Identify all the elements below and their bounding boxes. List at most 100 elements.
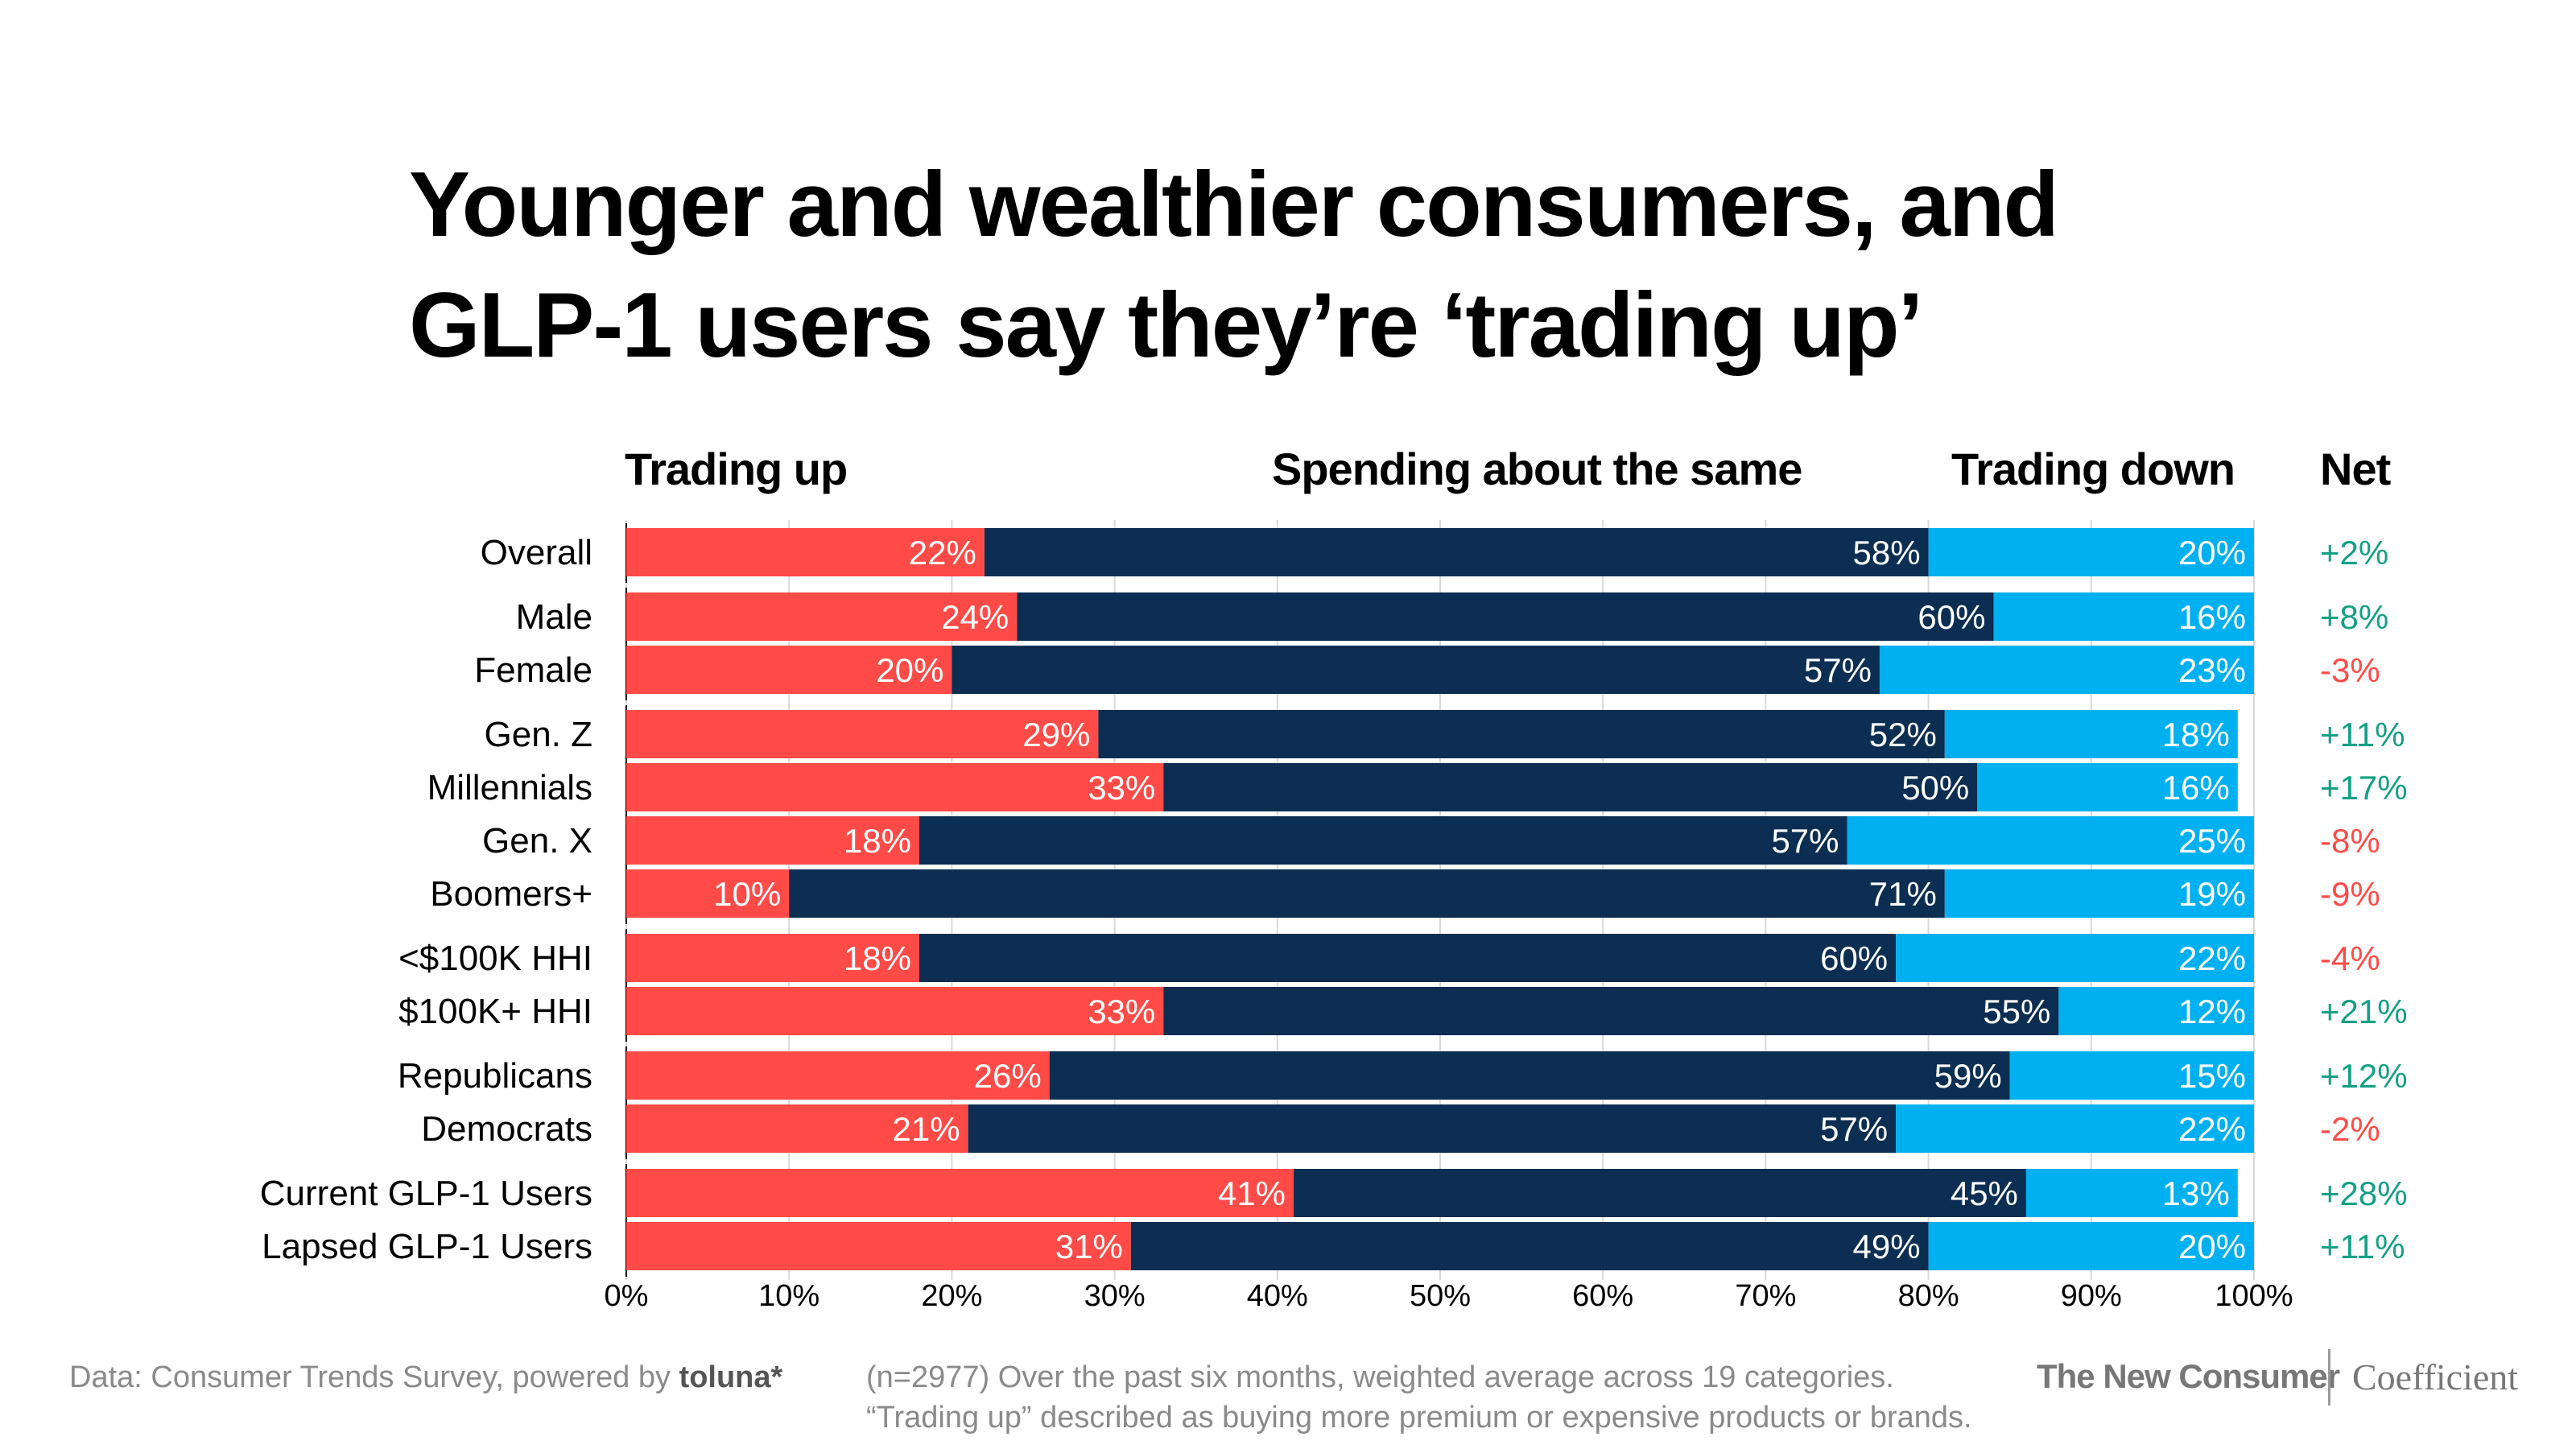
net-value: -9% <box>2320 875 2380 913</box>
bar-trading-up <box>626 763 1164 811</box>
bar-trading-down <box>2009 1051 2254 1100</box>
data-label: 33% <box>1088 993 1155 1030</box>
bar-spending-same <box>968 1104 1897 1153</box>
bar-trading-up <box>626 1169 1294 1217</box>
data-label: 29% <box>1022 716 1090 753</box>
data-label: 19% <box>2178 875 2246 913</box>
bar-trading-up <box>626 710 1099 758</box>
bar-trading-up <box>626 592 1018 641</box>
data-label: 57% <box>1804 651 1872 689</box>
category-label: Gen. Z <box>485 715 593 754</box>
data-label: 59% <box>1934 1057 2002 1095</box>
data-label: 20% <box>2178 534 2246 572</box>
net-value: -3% <box>2320 651 2380 689</box>
data-label: 26% <box>974 1057 1042 1095</box>
category-label: Current GLP-1 Users <box>260 1174 592 1213</box>
category-label: Democrats <box>421 1109 592 1149</box>
method-note-1: (n=2977) Over the past six months, weigh… <box>866 1360 1894 1394</box>
data-label: 16% <box>2178 598 2246 636</box>
data-label: 18% <box>2162 716 2230 753</box>
data-label: 20% <box>2178 1228 2246 1265</box>
bar-trading-up <box>626 816 919 865</box>
bar-trading-down <box>2058 987 2254 1035</box>
net-value: +11% <box>2320 716 2405 753</box>
category-label: Republicans <box>398 1056 592 1096</box>
net-value: +11% <box>2320 1228 2405 1265</box>
data-label: 23% <box>2178 651 2246 689</box>
bar-spending-same <box>1130 1222 1929 1270</box>
data-label: 52% <box>1869 716 1937 753</box>
bar-trading-up <box>626 1051 1050 1100</box>
chart-title: Younger and wealthier consumers, and GLP… <box>409 145 2059 386</box>
net-value: +17% <box>2320 769 2408 807</box>
x-tick-label: 20% <box>921 1279 982 1313</box>
x-tick-label: 10% <box>758 1279 819 1313</box>
bar-spending-same <box>1017 592 1994 641</box>
x-tick-label: 30% <box>1084 1279 1146 1313</box>
brand-divider <box>2328 1349 2330 1406</box>
toluna-logo: toluna* <box>679 1360 783 1394</box>
net-value: +28% <box>2320 1174 2408 1212</box>
bar-trading-up <box>626 1222 1131 1270</box>
bar-trading-down <box>1993 592 2254 641</box>
net-value: +2% <box>2320 534 2388 572</box>
data-label: 60% <box>1820 939 1888 977</box>
data-label: 57% <box>1820 1110 1888 1148</box>
bar-spending-same <box>984 528 1929 576</box>
data-label: 57% <box>1771 822 1839 860</box>
data-label: 22% <box>2178 1110 2246 1148</box>
data-label: 22% <box>909 534 976 572</box>
category-label: Gen. X <box>482 821 592 861</box>
bar-spending-same <box>1098 710 1945 758</box>
category-label: Millennials <box>427 768 592 807</box>
method-note-2: “Trading up” described as buying more pr… <box>866 1401 1972 1435</box>
bar-trading-down <box>1879 646 2254 694</box>
data-label: 10% <box>713 875 781 913</box>
data-label: 49% <box>1853 1228 1921 1265</box>
bar-trading-down <box>1928 528 2254 576</box>
data-label: 20% <box>876 651 943 689</box>
data-label: 50% <box>1901 769 1969 807</box>
brand-new-consumer: The New Consumer <box>2037 1357 2340 1395</box>
bar-trading-up <box>626 1104 968 1153</box>
net-value: +21% <box>2320 993 2408 1030</box>
category-label: <$100K HHI <box>398 939 592 978</box>
bar-spending-same <box>952 646 1880 694</box>
category-label: Overall <box>481 533 592 572</box>
data-label: 41% <box>1218 1174 1286 1212</box>
data-label: 33% <box>1088 769 1155 807</box>
bar-trading-up <box>626 646 952 694</box>
data-label: 18% <box>844 822 911 860</box>
header-spending-same: Spending about the same <box>1272 444 1802 494</box>
header-trading-up: Trading up <box>625 444 848 494</box>
net-value: -2% <box>2320 1110 2380 1148</box>
bar-spending-same <box>919 934 1897 982</box>
bar-trading-up <box>626 528 985 576</box>
data-label: 45% <box>1951 1174 2018 1212</box>
x-tick-label: 60% <box>1572 1279 1633 1313</box>
data-label: 12% <box>2178 993 2246 1030</box>
net-value: -8% <box>2320 822 2380 860</box>
data-label: 13% <box>2162 1174 2230 1212</box>
data-label: 58% <box>1853 534 1921 572</box>
category-label: Female <box>474 650 592 690</box>
data-label: 55% <box>1983 993 2050 1030</box>
x-tick-label: 90% <box>2061 1279 2122 1313</box>
title-line-2: GLP-1 users say they’re ‘trading up’ <box>409 275 1923 377</box>
net-value: +12% <box>2320 1057 2408 1095</box>
x-tick-label: 80% <box>1898 1279 1959 1313</box>
source-text: Data: Consumer Trends Survey, powered by <box>69 1360 679 1394</box>
x-tick-label: 0% <box>605 1279 649 1313</box>
bar-trading-up <box>626 987 1164 1035</box>
net-value: +8% <box>2320 598 2388 636</box>
data-label: 31% <box>1055 1228 1123 1265</box>
x-tick-label: 70% <box>1735 1279 1796 1313</box>
bar-trading-down <box>1896 934 2254 982</box>
bar-spending-same <box>1163 987 2059 1035</box>
bar-spending-same <box>789 869 1945 918</box>
data-label: 16% <box>2162 769 2230 807</box>
data-label: 25% <box>2178 822 2246 860</box>
bar-trading-up <box>626 869 790 918</box>
bar-trading-down <box>1928 1222 2254 1270</box>
